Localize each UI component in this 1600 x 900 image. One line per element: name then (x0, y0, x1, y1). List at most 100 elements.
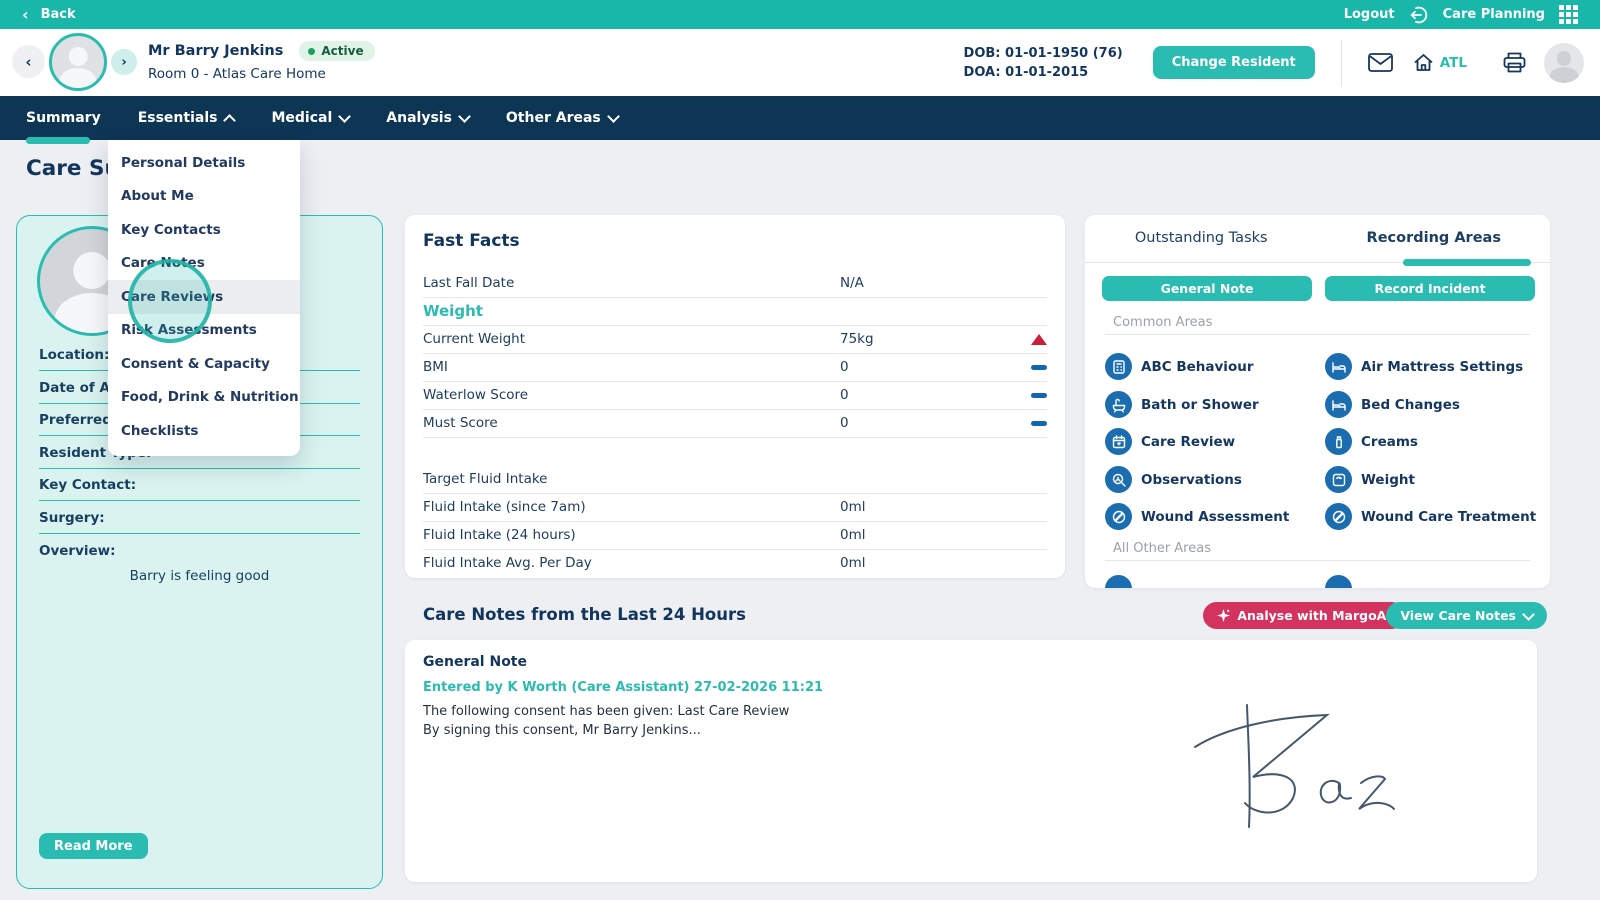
bathtub-icon (1105, 391, 1132, 418)
care-notes-title: Care Notes from the Last 24 Hours (423, 605, 746, 624)
wound-plaster-icon (1325, 503, 1352, 530)
menu-item-personal-details[interactable]: Personal Details (121, 154, 246, 171)
chevron-up-icon (223, 113, 237, 127)
top-bar: ‹ Back Logout Care Planning (0, 0, 1600, 29)
recording-area-item-partial[interactable] (1325, 575, 1352, 588)
chevron-down-icon (606, 110, 620, 123)
trend-up-icon (1031, 333, 1047, 345)
overview-value: Barry is feeling good (129, 568, 270, 584)
resident-avatar (49, 33, 107, 91)
bed-icon (1325, 353, 1352, 380)
view-care-notes-button[interactable]: View Care Notes (1386, 602, 1547, 629)
previous-resident-button[interactable]: ‹ (12, 45, 45, 78)
analyse-with-margoai-button[interactable]: Analyse with MargoAI (1203, 602, 1405, 629)
tab-summary[interactable]: Summary (26, 110, 101, 126)
print-icon[interactable] (1503, 52, 1526, 73)
calendar-heart-icon (1105, 428, 1132, 455)
menu-item-about-me[interactable]: About Me (121, 188, 194, 205)
recording-areas-card: Outstanding Tasks Recording Areas Genera… (1085, 215, 1550, 588)
tab-other-areas[interactable]: Other Areas (506, 110, 620, 126)
dob-doa-block: DOB: 01-01-1950 (76) DOA: 01-01-2015 (964, 44, 1123, 82)
mail-icon[interactable] (1367, 53, 1393, 72)
home-group[interactable]: ATL (1413, 53, 1467, 72)
divider (1085, 262, 1550, 263)
sparkle-icon (1217, 609, 1231, 622)
signature (1175, 685, 1405, 835)
fast-fact-row: Waterlow Score 0 (423, 381, 1047, 410)
apps-grid-icon[interactable] (1559, 5, 1578, 24)
recording-area-bath-shower[interactable]: Bath or Shower (1105, 386, 1259, 423)
bed-icon (1325, 391, 1352, 418)
note-type: General Note (423, 654, 527, 670)
main-nav: Summary Essentials Medical Analysis Othe… (0, 96, 1600, 140)
note-body-line: The following consent has been given: La… (423, 704, 790, 719)
user-avatar[interactable] (1544, 42, 1584, 83)
app-title: Care Planning (1442, 7, 1545, 22)
calculator-icon (1105, 353, 1132, 380)
recording-area-creams[interactable]: Creams (1325, 423, 1418, 460)
recording-area-care-review[interactable]: Care Review (1105, 423, 1235, 460)
divider (1105, 334, 1530, 335)
menu-item-checklists[interactable]: Checklists (121, 422, 199, 439)
chevron-down-icon (338, 110, 352, 123)
trend-flat-icon (1031, 420, 1047, 426)
general-note-button[interactable]: General Note (1102, 276, 1312, 301)
fast-facts-title: Fast Facts (423, 231, 520, 251)
menu-item-consent-capacity[interactable]: Consent & Capacity (121, 355, 270, 372)
area-icon (1325, 575, 1352, 588)
chevron-down-icon (458, 110, 471, 123)
recording-area-wound-assessment[interactable]: Wound Assessment (1105, 498, 1289, 535)
fast-fact-row: Current Weight 75kg (423, 325, 1047, 354)
menu-item-risk-assessments[interactable]: Risk Assessments (121, 322, 257, 339)
fast-fact-row: Fluid Intake Avg. Per Day 0ml (423, 555, 866, 571)
logout-icon[interactable] (1409, 5, 1429, 25)
recording-area-bed-changes[interactable]: Bed Changes (1325, 386, 1460, 423)
active-tab-indicator (1403, 259, 1531, 266)
tab-recording-areas[interactable]: Recording Areas (1366, 230, 1501, 246)
field-key-contact: Key Contact: (39, 477, 360, 501)
menu-item-food-drink-nutrition[interactable]: Food, Drink & Nutrition (121, 389, 299, 406)
recording-area-air-mattress[interactable]: Air Mattress Settings (1325, 348, 1523, 385)
doa-line: DOA: 01-01-2015 (963, 64, 1089, 80)
fast-fact-row: Fluid Intake (24 hours) 0ml (423, 521, 1047, 550)
recording-area-item-partial[interactable] (1105, 575, 1132, 588)
magnifier-person-icon (1105, 466, 1132, 493)
fast-fact-row: BMI 0 (423, 353, 1047, 382)
tab-outstanding-tasks[interactable]: Outstanding Tasks (1134, 230, 1268, 246)
home-code: ATL (1439, 54, 1467, 71)
dob-line: DOB: 01-01-1950 (76) (963, 45, 1123, 61)
fast-facts-card: Fast Facts Last Fall Date N/A Weight Cur… (405, 215, 1065, 578)
resident-name: Mr Barry Jenkins (148, 43, 284, 59)
recording-area-wound-care[interactable]: Wound Care Treatment (1325, 498, 1536, 535)
fast-fact-row: Must Score 0 (423, 409, 1047, 438)
back-button[interactable]: ‹ Back (22, 4, 76, 24)
menu-item-key-contacts[interactable]: Key Contacts (121, 221, 221, 238)
change-resident-button[interactable]: Change Resident (1152, 46, 1315, 79)
note-entered-by[interactable]: Entered by K Worth (Care Assistant) 27-0… (423, 680, 824, 695)
logout-button[interactable]: Logout (1343, 7, 1395, 22)
active-tab-indicator (26, 137, 90, 144)
area-icon (1105, 575, 1132, 588)
tab-essentials[interactable]: Essentials (138, 110, 237, 127)
tab-medical[interactable]: Medical (271, 110, 352, 126)
tab-analysis[interactable]: Analysis (386, 110, 471, 126)
fast-fact-row: Fluid Intake (since 7am) 0ml (423, 493, 1047, 522)
note-body-line: By signing this consent, Mr Barry Jenkin… (423, 723, 701, 738)
recording-area-weight[interactable]: Weight (1325, 461, 1415, 498)
menu-item-care-reviews[interactable]: Care Reviews (108, 280, 300, 314)
chevron-down-icon (1522, 607, 1535, 621)
field-overview: Overview: (39, 543, 116, 559)
recording-area-abc-behaviour[interactable]: ABC Behaviour (1105, 348, 1253, 385)
read-more-button[interactable]: Read More (39, 833, 148, 859)
status-dot-icon (308, 47, 316, 55)
status-badge: Active (299, 41, 375, 61)
wound-plaster-icon (1105, 503, 1132, 530)
trend-flat-icon (1031, 364, 1047, 370)
common-areas-label: Common Areas (1113, 315, 1213, 330)
record-incident-button[interactable]: Record Incident (1325, 276, 1535, 301)
next-resident-button[interactable]: › (111, 49, 137, 75)
trend-flat-icon (1031, 392, 1047, 398)
back-chevron-icon: ‹ (22, 4, 29, 24)
recording-area-observations[interactable]: Observations (1105, 461, 1242, 498)
menu-item-care-notes[interactable]: Care Notes (121, 255, 205, 272)
